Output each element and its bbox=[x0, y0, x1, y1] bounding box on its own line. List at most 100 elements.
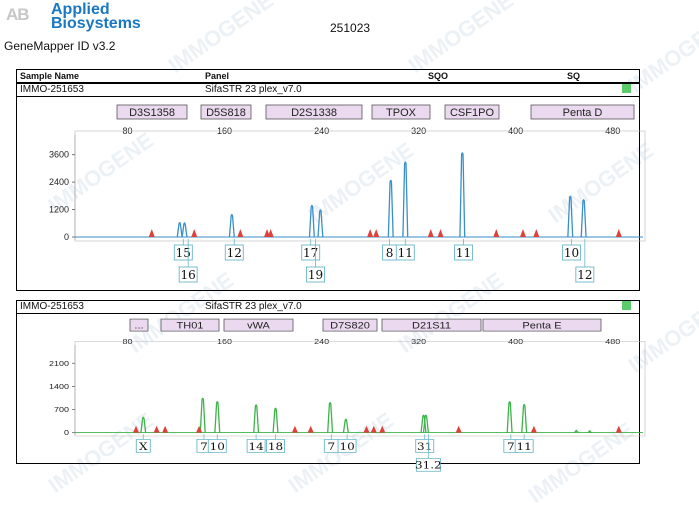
allele-label: 11 bbox=[398, 246, 413, 260]
size-standard-marker bbox=[162, 425, 169, 433]
size-standard-marker bbox=[615, 229, 622, 237]
size-standard-marker bbox=[237, 229, 244, 237]
size-standard-marker bbox=[373, 229, 380, 237]
locus-bin bbox=[322, 318, 378, 332]
allele-box bbox=[337, 439, 357, 453]
peak bbox=[506, 401, 513, 433]
allele-box bbox=[395, 244, 415, 261]
allele-label: 14 bbox=[248, 441, 263, 453]
size-standard-marker bbox=[367, 229, 374, 237]
allele-box bbox=[306, 266, 325, 283]
peak bbox=[253, 404, 260, 433]
locus-bin bbox=[371, 104, 431, 120]
allele-box bbox=[562, 244, 581, 261]
plot-frame bbox=[74, 341, 646, 437]
allele-label: 12 bbox=[227, 246, 242, 260]
table-header: Sample Name Panel SQO SQ bbox=[16, 69, 640, 83]
peak bbox=[228, 213, 235, 238]
peak bbox=[317, 209, 324, 238]
allele-label: 16 bbox=[181, 268, 196, 282]
allele-label: 11 bbox=[456, 246, 471, 260]
peak bbox=[521, 404, 528, 433]
size-standard-marker bbox=[267, 229, 274, 237]
size-standard-marker bbox=[363, 425, 370, 433]
allele-box bbox=[514, 439, 534, 453]
y-tick-label: 700 bbox=[54, 405, 69, 414]
y-tick-label: 0 bbox=[64, 232, 69, 242]
allele-label: 10 bbox=[339, 441, 354, 453]
peak bbox=[587, 430, 593, 434]
peak bbox=[459, 152, 466, 238]
size-standard-marker bbox=[291, 425, 298, 433]
locus-label: vWA bbox=[247, 321, 270, 331]
sq-indicator bbox=[622, 84, 631, 93]
allele-box bbox=[415, 457, 441, 472]
col-panel: Panel bbox=[205, 71, 230, 81]
locus-bin bbox=[265, 104, 363, 120]
y-tick-label: 0 bbox=[64, 428, 69, 437]
size-standard-marker bbox=[191, 229, 198, 237]
sq-indicator bbox=[622, 301, 631, 310]
locus-label: TH01 bbox=[177, 321, 204, 331]
allele-label: 31.2 bbox=[415, 459, 442, 471]
size-standard-marker bbox=[379, 425, 386, 433]
peak bbox=[140, 416, 147, 433]
peak bbox=[327, 402, 334, 433]
chart-green: ... TH01 vWA D7S820 D21S11 Penta E80 160 240 320… bbox=[49, 318, 646, 472]
allele-label: 7 bbox=[327, 441, 335, 453]
brand-line2: Biosystems bbox=[51, 15, 141, 32]
locus-bin bbox=[530, 104, 635, 120]
locus-bin bbox=[116, 104, 188, 120]
peak bbox=[272, 407, 279, 433]
peak bbox=[580, 199, 587, 238]
col-sample-name: Sample Name bbox=[20, 71, 80, 81]
locus-bin bbox=[200, 104, 252, 120]
electropherogram-green: IMMO-251653 SifaSTR 23 plex_v7.0 ... TH01… bbox=[16, 300, 646, 472]
sample-name: IMMO-251653 bbox=[20, 84, 84, 95]
locus-bin bbox=[381, 318, 482, 332]
peak bbox=[567, 195, 574, 238]
allele-label: 18 bbox=[268, 441, 283, 453]
locus-label: D5S818 bbox=[206, 107, 246, 119]
sample-row-1: IMMO-251653 SifaSTR 23 plex_v7.0 bbox=[17, 84, 639, 97]
allele-box bbox=[266, 439, 285, 453]
allele-label: 15 bbox=[176, 246, 191, 260]
size-standard-marker bbox=[493, 229, 500, 237]
sample-name: IMMO-251653 bbox=[20, 301, 84, 312]
sample-row-2: IMMO-251653 SifaSTR 23 plex_v7.0 bbox=[17, 301, 639, 314]
peak bbox=[402, 161, 409, 238]
locus-bin bbox=[223, 318, 294, 332]
allele-box bbox=[454, 244, 473, 261]
allele-label: 7 bbox=[507, 441, 515, 453]
size-standard-marker bbox=[370, 425, 377, 433]
size-standard-marker bbox=[533, 229, 540, 237]
plot-frame bbox=[74, 130, 646, 242]
size-standard-marker bbox=[455, 425, 462, 433]
allele-box bbox=[246, 439, 266, 453]
locus-label: TPOX bbox=[386, 107, 417, 119]
y-tick-label: 1400 bbox=[49, 382, 69, 391]
locus-label: Penta D bbox=[563, 107, 603, 119]
locus-label: D2S1338 bbox=[291, 107, 337, 119]
allele-label: 19 bbox=[308, 268, 323, 282]
col-sq: SQ bbox=[567, 71, 581, 81]
allele-label: X bbox=[139, 441, 148, 453]
y-tick-label: 1200 bbox=[49, 205, 69, 215]
electropherogram-blue: IMMO-251653 SifaSTR 23 plex_v7.0 D3S1358… bbox=[16, 83, 646, 291]
peak bbox=[422, 414, 429, 433]
size-standard-marker bbox=[519, 229, 526, 237]
allele-label: 12 bbox=[577, 268, 592, 282]
allele-label: 11 bbox=[517, 441, 532, 453]
allele-box bbox=[575, 266, 595, 283]
brand-line1: Applied bbox=[51, 1, 110, 18]
allele-label: 7 bbox=[200, 441, 208, 453]
y-tick-label: 2100 bbox=[49, 358, 69, 367]
size-standard-marker bbox=[133, 425, 140, 433]
size-standard-marker bbox=[153, 425, 160, 433]
locus-label: D3S1358 bbox=[129, 107, 175, 119]
peak bbox=[214, 401, 221, 433]
panel-name: SifaSTR 23 plex_v7.0 bbox=[205, 84, 302, 95]
size-standard-marker bbox=[437, 229, 444, 237]
allele-box bbox=[224, 244, 244, 261]
size-standard-marker bbox=[148, 229, 155, 237]
